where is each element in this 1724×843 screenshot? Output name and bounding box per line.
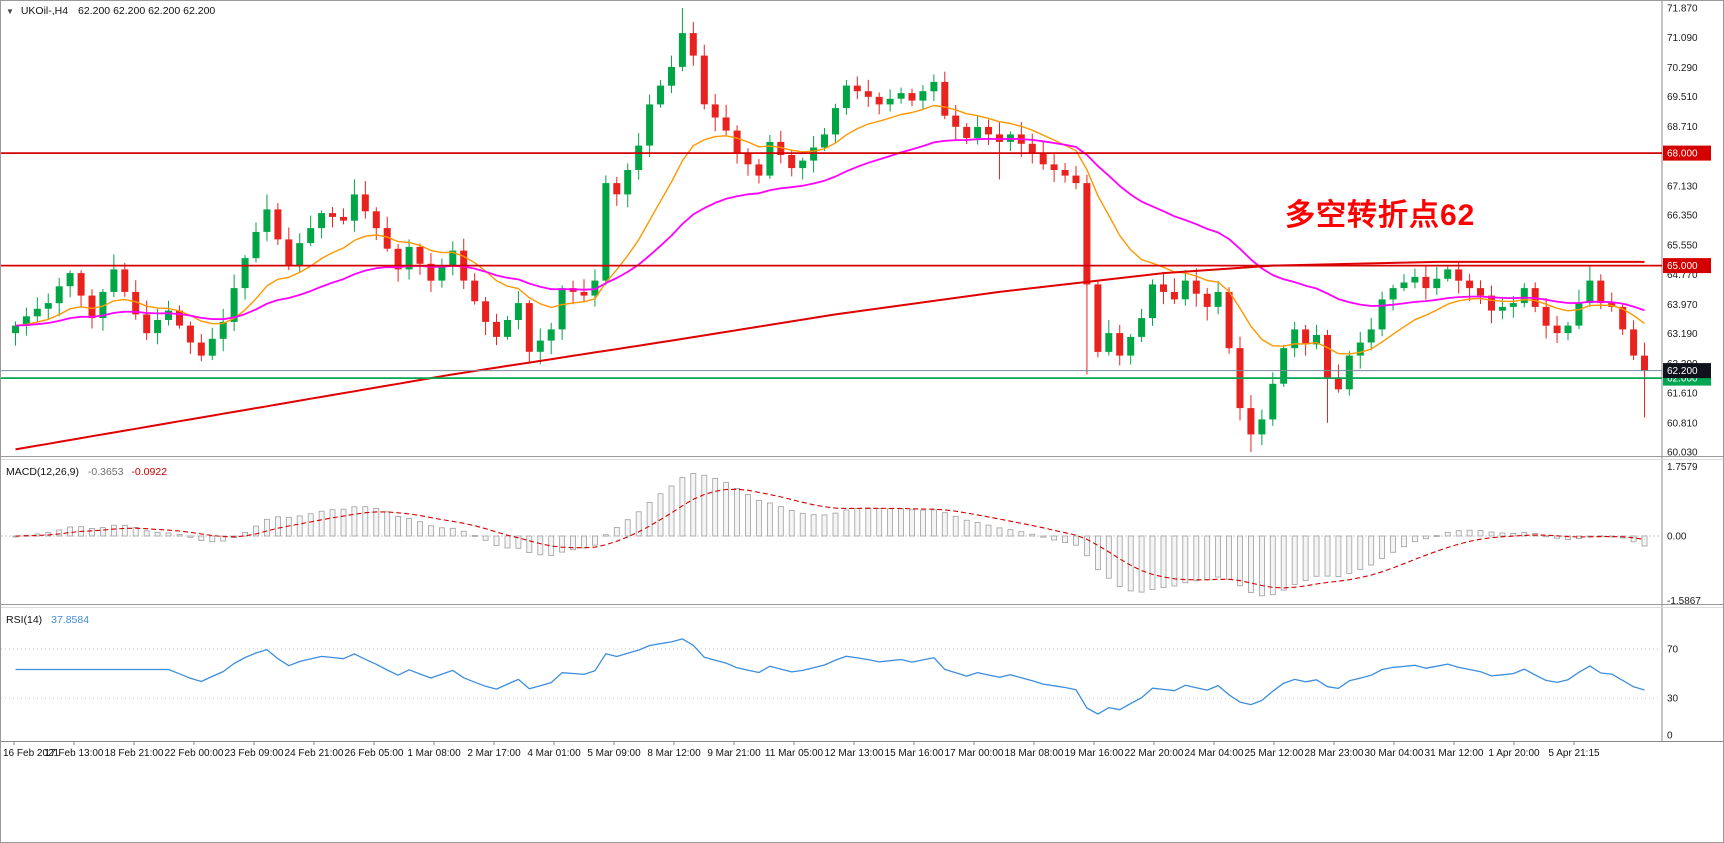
rsi-indicator-label: RSI(14) 37.8584 [6, 614, 89, 626]
svg-text:60.810: 60.810 [1667, 418, 1698, 429]
svg-text:23 Feb 09:00: 23 Feb 09:00 [225, 748, 284, 759]
svg-text:64.770: 64.770 [1667, 270, 1698, 281]
price-axis[interactable]: 71.87071.09070.29069.51068.71067.93067.1… [1667, 4, 1701, 742]
svg-text:5 Apr 21:15: 5 Apr 21:15 [1548, 748, 1600, 759]
svg-text:17 Mar 00:00: 17 Mar 00:00 [945, 748, 1004, 759]
svg-text:26 Feb 05:00: 26 Feb 05:00 [345, 748, 404, 759]
svg-text:62.200: 62.200 [1667, 366, 1698, 377]
rsi-name: RSI(14) [6, 614, 43, 626]
svg-text:15 Mar 16:00: 15 Mar 16:00 [885, 748, 944, 759]
macd-name: MACD(12,26,9) [6, 466, 79, 478]
svg-text:18 Feb 21:00: 18 Feb 21:00 [105, 748, 164, 759]
svg-text:60.030: 60.030 [1667, 448, 1698, 459]
svg-text:63.970: 63.970 [1667, 300, 1698, 311]
svg-text:12 Mar 13:00: 12 Mar 13:00 [825, 748, 884, 759]
svg-text:71.090: 71.090 [1667, 33, 1698, 44]
svg-text:22 Mar 20:00: 22 Mar 20:00 [1125, 748, 1184, 759]
svg-text:5 Mar 09:00: 5 Mar 09:00 [587, 748, 641, 759]
svg-text:2 Mar 17:00: 2 Mar 17:00 [467, 748, 521, 759]
svg-text:65.550: 65.550 [1667, 241, 1698, 252]
svg-text:68.710: 68.710 [1667, 122, 1698, 133]
chart-expand-icon[interactable]: ▼ [6, 7, 14, 16]
candles-layer [12, 8, 1648, 452]
svg-text:63.190: 63.190 [1667, 329, 1698, 340]
svg-text:11 Mar 05:00: 11 Mar 05:00 [765, 748, 824, 759]
macd-indicator-label: MACD(12,26,9) -0.3653 -0.0922 [6, 466, 167, 478]
rsi-value: 37.8584 [51, 614, 90, 626]
symbol-name: UKOil-,H4 [20, 5, 69, 17]
svg-text:69.510: 69.510 [1667, 92, 1698, 103]
svg-text:70.290: 70.290 [1667, 63, 1698, 74]
svg-text:28 Mar 23:00: 28 Mar 23:00 [1305, 748, 1364, 759]
svg-text:1 Apr 20:00: 1 Apr 20:00 [1488, 748, 1540, 759]
svg-text:31 Mar 12:00: 31 Mar 12:00 [1425, 748, 1484, 759]
rsi-panel [1, 638, 1662, 715]
svg-text:8 Mar 12:00: 8 Mar 12:00 [647, 748, 701, 759]
svg-text:61.610: 61.610 [1667, 388, 1698, 399]
svg-text:22 Feb 00:00: 22 Feb 00:00 [165, 748, 224, 759]
svg-text:0.00: 0.00 [1667, 532, 1687, 543]
macd-main-value: -0.3653 [87, 466, 124, 478]
moving-averages-layer [15, 104, 1645, 451]
svg-text:19 Mar 16:00: 19 Mar 16:00 [1065, 748, 1124, 759]
svg-text:9 Mar 21:00: 9 Mar 21:00 [707, 748, 761, 759]
svg-text:0: 0 [1667, 731, 1673, 742]
svg-text:25 Mar 12:00: 25 Mar 12:00 [1245, 748, 1304, 759]
svg-text:70: 70 [1667, 644, 1679, 655]
macd-panel [1, 473, 1662, 597]
svg-text:-1.5867: -1.5867 [1667, 596, 1701, 607]
macd-signal-value: -0.0922 [131, 466, 168, 478]
svg-text:62.000: 62.000 [1667, 374, 1698, 385]
svg-text:16 Feb 2021: 16 Feb 2021 [3, 748, 60, 759]
svg-text:66.350: 66.350 [1667, 211, 1698, 222]
svg-text:17 Feb 13:00: 17 Feb 13:00 [45, 748, 104, 759]
svg-text:24 Feb 21:00: 24 Feb 21:00 [285, 748, 344, 759]
svg-text:65.000: 65.000 [1667, 261, 1698, 272]
svg-text:4 Mar 01:00: 4 Mar 01:00 [527, 748, 581, 759]
svg-text:68.000: 68.000 [1667, 149, 1698, 160]
symbol-ohlc-values: 62.200 62.200 62.200 62.200 [78, 5, 216, 17]
level-lines-layer[interactable] [1, 152, 1662, 380]
svg-text:71.870: 71.870 [1667, 4, 1698, 15]
svg-text:24 Mar 04:00: 24 Mar 04:00 [1185, 748, 1244, 759]
symbol-label: ▼ UKOil-,H4 62.200 62.200 62.200 62.200 [6, 5, 215, 17]
svg-text:18 Mar 08:00: 18 Mar 08:00 [1005, 748, 1064, 759]
svg-text:1.7579: 1.7579 [1667, 462, 1698, 473]
svg-text:30: 30 [1667, 694, 1679, 705]
svg-text:1 Mar 08:00: 1 Mar 08:00 [407, 748, 461, 759]
svg-text:67.130: 67.130 [1667, 181, 1698, 192]
chart-annotation-text[interactable]: 多空转折点62 [1285, 199, 1476, 232]
svg-text:30 Mar 04:00: 30 Mar 04:00 [1365, 748, 1424, 759]
